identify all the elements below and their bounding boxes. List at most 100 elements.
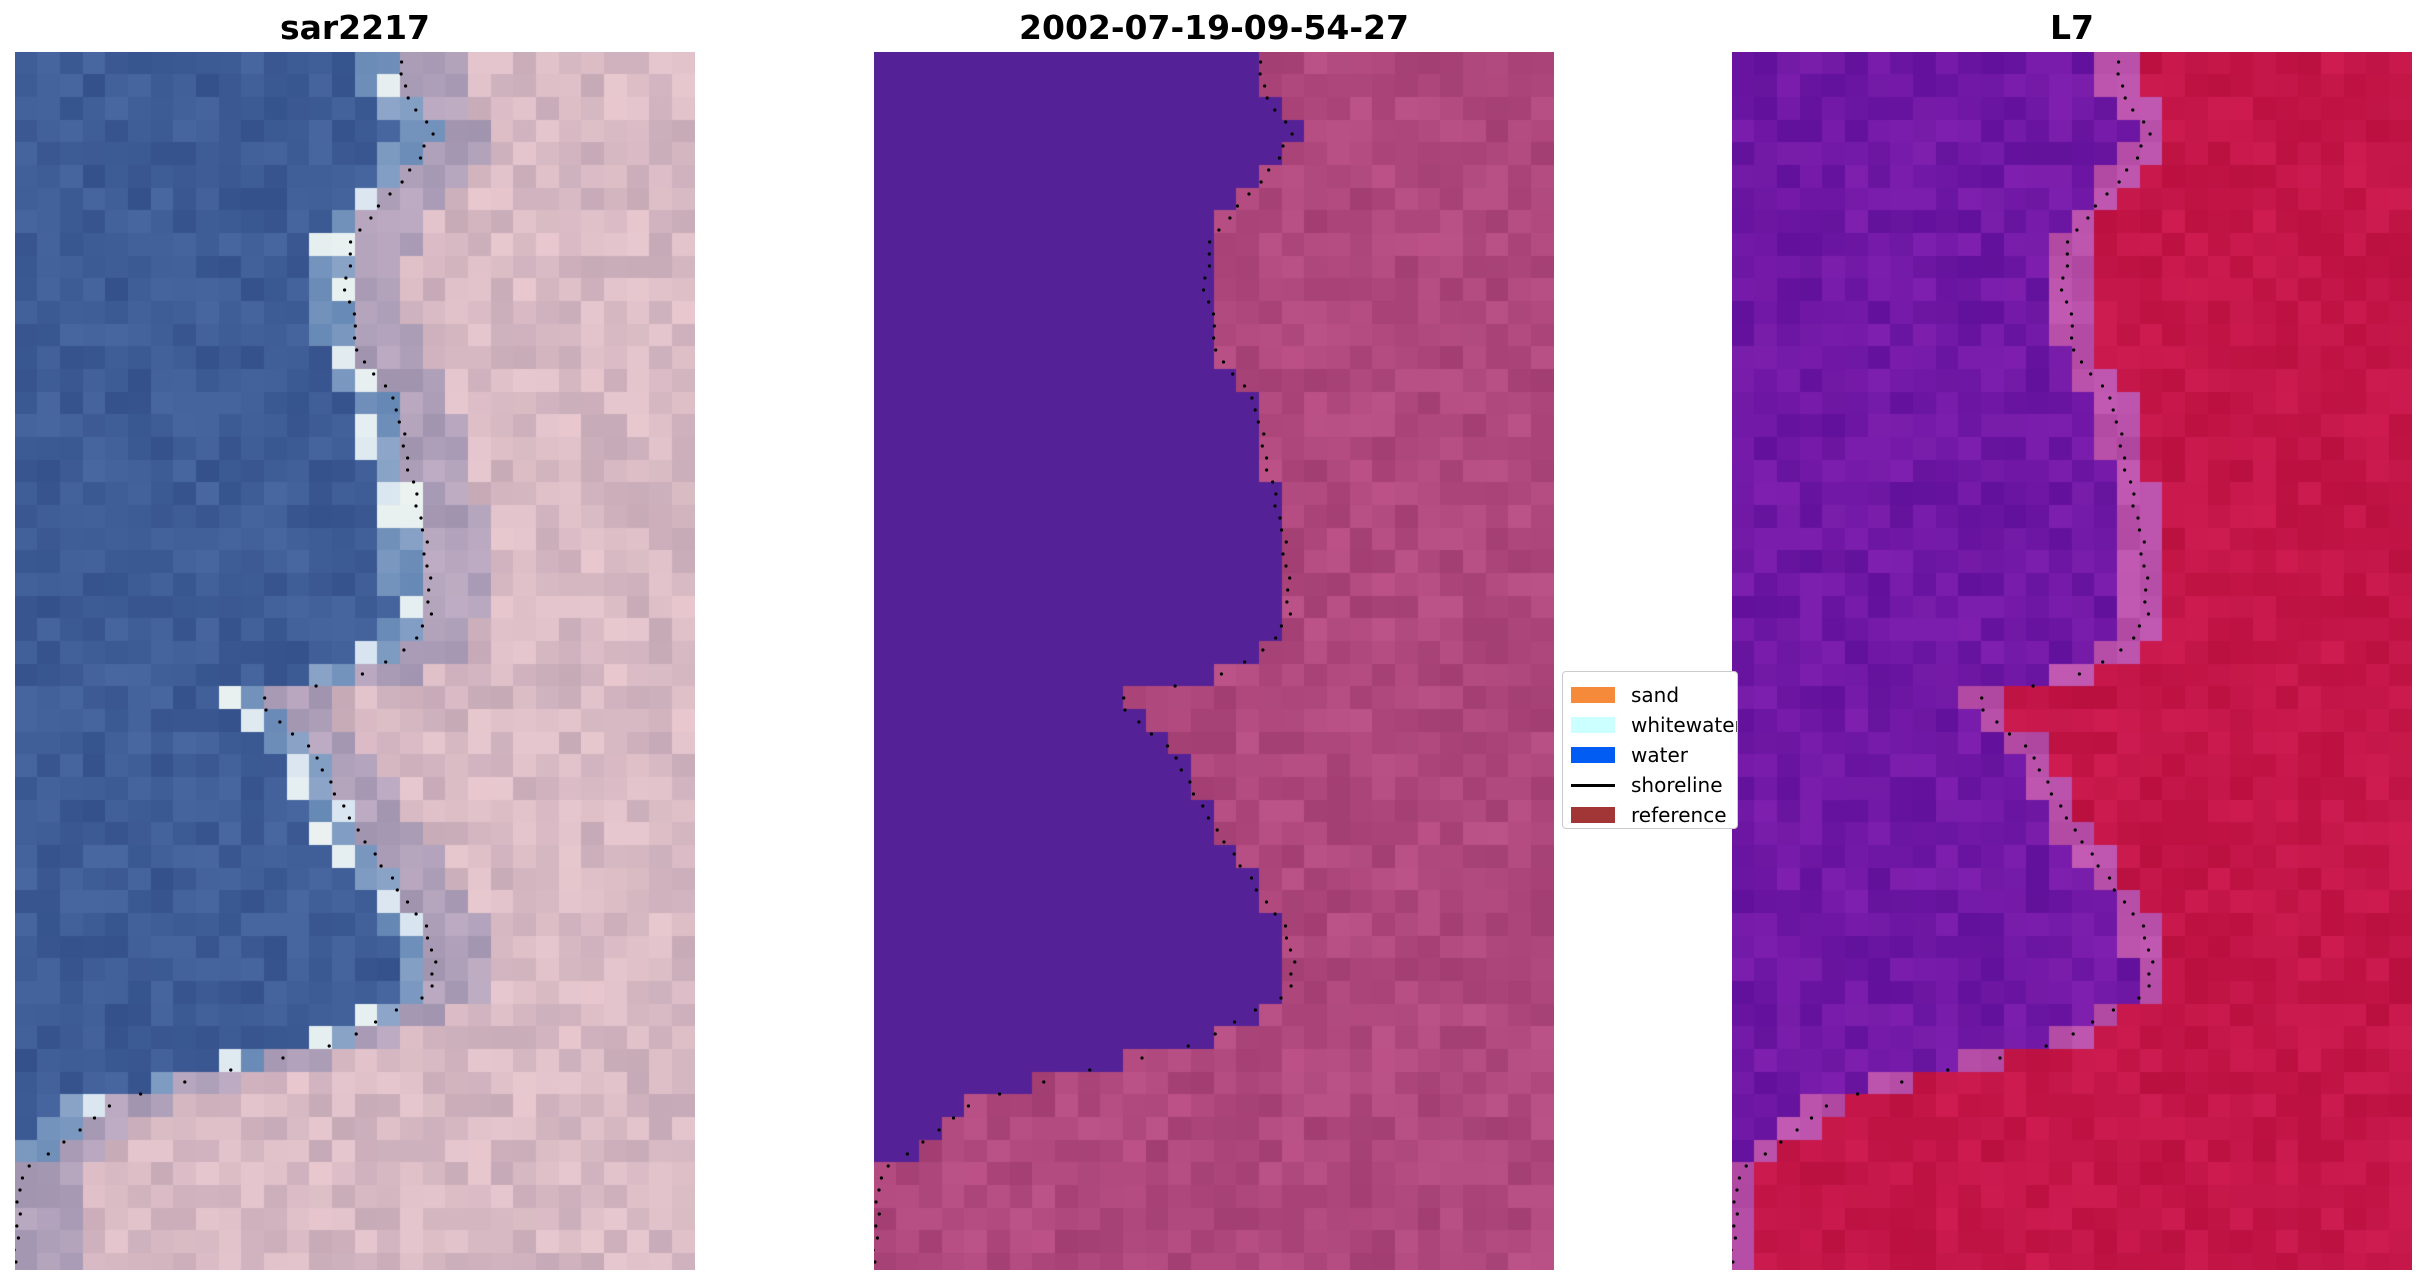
- legend-label-shoreline: shoreline: [1631, 773, 1723, 797]
- shoreline-point: [352, 312, 356, 316]
- shoreline-point: [1202, 288, 1206, 292]
- shoreline-point: [2064, 816, 2068, 820]
- shoreline-point: [1262, 432, 1266, 436]
- shoreline-point: [2105, 192, 2109, 196]
- shoreline-point: [1174, 756, 1178, 760]
- shoreline-point: [2144, 588, 2148, 592]
- shoreline-point: [2073, 828, 2077, 832]
- shoreline-point: [62, 1140, 66, 1144]
- shoreline-point: [1191, 792, 1195, 796]
- shoreline-point: [363, 840, 367, 844]
- shoreline-point: [2070, 336, 2074, 340]
- shoreline-point: [360, 672, 364, 676]
- classified-image-panel: [874, 52, 1554, 1270]
- shoreline-point: [1233, 1020, 1237, 1024]
- shoreline-point: [937, 1128, 941, 1132]
- legend-label-reference: reference: [1631, 803, 1727, 827]
- rgb-image-panel: [15, 52, 695, 1270]
- shoreline-point: [1824, 1104, 1828, 1108]
- shoreline-point: [20, 1176, 24, 1180]
- shoreline-point: [2118, 444, 2122, 448]
- shoreline-point: [425, 120, 429, 124]
- shoreline-point: [349, 240, 353, 244]
- shoreline-point: [1735, 1188, 1739, 1192]
- whitewater-swatch: [1571, 717, 1615, 733]
- shoreline-point: [355, 348, 359, 352]
- shoreline-point: [354, 1032, 358, 1036]
- shoreline-point: [139, 1092, 143, 1096]
- shoreline-point: [2117, 180, 2121, 184]
- shoreline-point: [1208, 240, 1212, 244]
- shoreline-point: [1140, 1056, 1144, 1060]
- shoreline-point: [2142, 540, 2146, 544]
- shoreline-point: [401, 444, 405, 448]
- shoreline-point: [1215, 828, 1219, 832]
- shoreline-point: [429, 612, 433, 616]
- shoreline-point: [1207, 264, 1211, 268]
- shoreline-point: [2131, 912, 2135, 916]
- shoreline-point: [426, 600, 430, 604]
- shoreline-point: [2044, 1044, 2048, 1048]
- shoreline-point: [429, 576, 433, 580]
- shoreline-point: [399, 72, 403, 76]
- shoreline-point: [2037, 768, 2041, 772]
- legend-item-whitewater: whitewater: [1571, 710, 1738, 740]
- shoreline-point: [1212, 324, 1216, 328]
- shoreline-point: [1207, 252, 1211, 256]
- shoreline-point: [397, 420, 401, 424]
- shoreline-point: [2089, 372, 2093, 376]
- shoreline-point: [1221, 360, 1226, 364]
- shoreline-point: [1243, 660, 1247, 664]
- shoreline-point: [281, 1056, 285, 1060]
- shoreline-point: [1281, 144, 1285, 148]
- shoreline-point: [2141, 924, 2146, 928]
- shoreline-point: [1173, 684, 1177, 688]
- shoreline-point: [1284, 936, 1289, 940]
- shoreline-point: [1281, 552, 1285, 556]
- shoreline-point: [2123, 456, 2127, 460]
- shoreline-point: [1242, 384, 1247, 388]
- shoreline-point: [362, 360, 367, 364]
- shoreline-point: [1228, 216, 1232, 220]
- shoreline-point: [431, 132, 435, 136]
- shoreline-point: [1188, 780, 1192, 784]
- shoreline-point: [420, 996, 424, 1000]
- shoreline-point: [1259, 180, 1263, 184]
- shoreline-point: [2136, 516, 2140, 520]
- shoreline-point: [875, 1236, 879, 1240]
- shoreline-point: [1264, 900, 1269, 904]
- shoreline-point: [1166, 744, 1170, 748]
- shoreline-point: [874, 1260, 877, 1264]
- shoreline-point: [315, 756, 319, 760]
- shoreline-point: [1293, 960, 1297, 964]
- shoreline-point: [46, 1152, 50, 1156]
- shoreline-point: [2086, 216, 2090, 220]
- shoreline-point: [1737, 1176, 1741, 1180]
- shoreline-point: [344, 276, 348, 280]
- shoreline-point: [2080, 840, 2084, 844]
- shoreline-point: [1732, 1224, 1736, 1228]
- shoreline-point: [2137, 624, 2141, 628]
- shoreline-point: [1273, 912, 1277, 916]
- rgb-image: [15, 52, 695, 1270]
- legend-label-whitewater: whitewater: [1631, 713, 1738, 737]
- shoreline-point: [2122, 900, 2127, 904]
- shoreline-point: [425, 936, 430, 940]
- shoreline-point: [1201, 804, 1205, 808]
- shoreline-point: [2129, 480, 2133, 484]
- shoreline-point: [1122, 696, 1126, 700]
- shoreline-point: [1278, 516, 1282, 520]
- shoreline-point: [425, 540, 429, 544]
- shoreline-point: [358, 228, 362, 232]
- shoreline-point: [353, 336, 357, 340]
- shoreline-point: [2131, 504, 2135, 508]
- shoreline-point: [2121, 84, 2125, 88]
- shoreline-point: [373, 852, 377, 856]
- shoreline-point: [1277, 156, 1282, 160]
- legend-item-reference: reference: [1571, 800, 1737, 828]
- shoreline-point: [1123, 708, 1127, 712]
- shoreline-point: [1809, 1116, 1814, 1120]
- shoreline-point: [92, 1116, 97, 1120]
- shoreline-point: [422, 552, 426, 556]
- shoreline-point: [356, 828, 360, 832]
